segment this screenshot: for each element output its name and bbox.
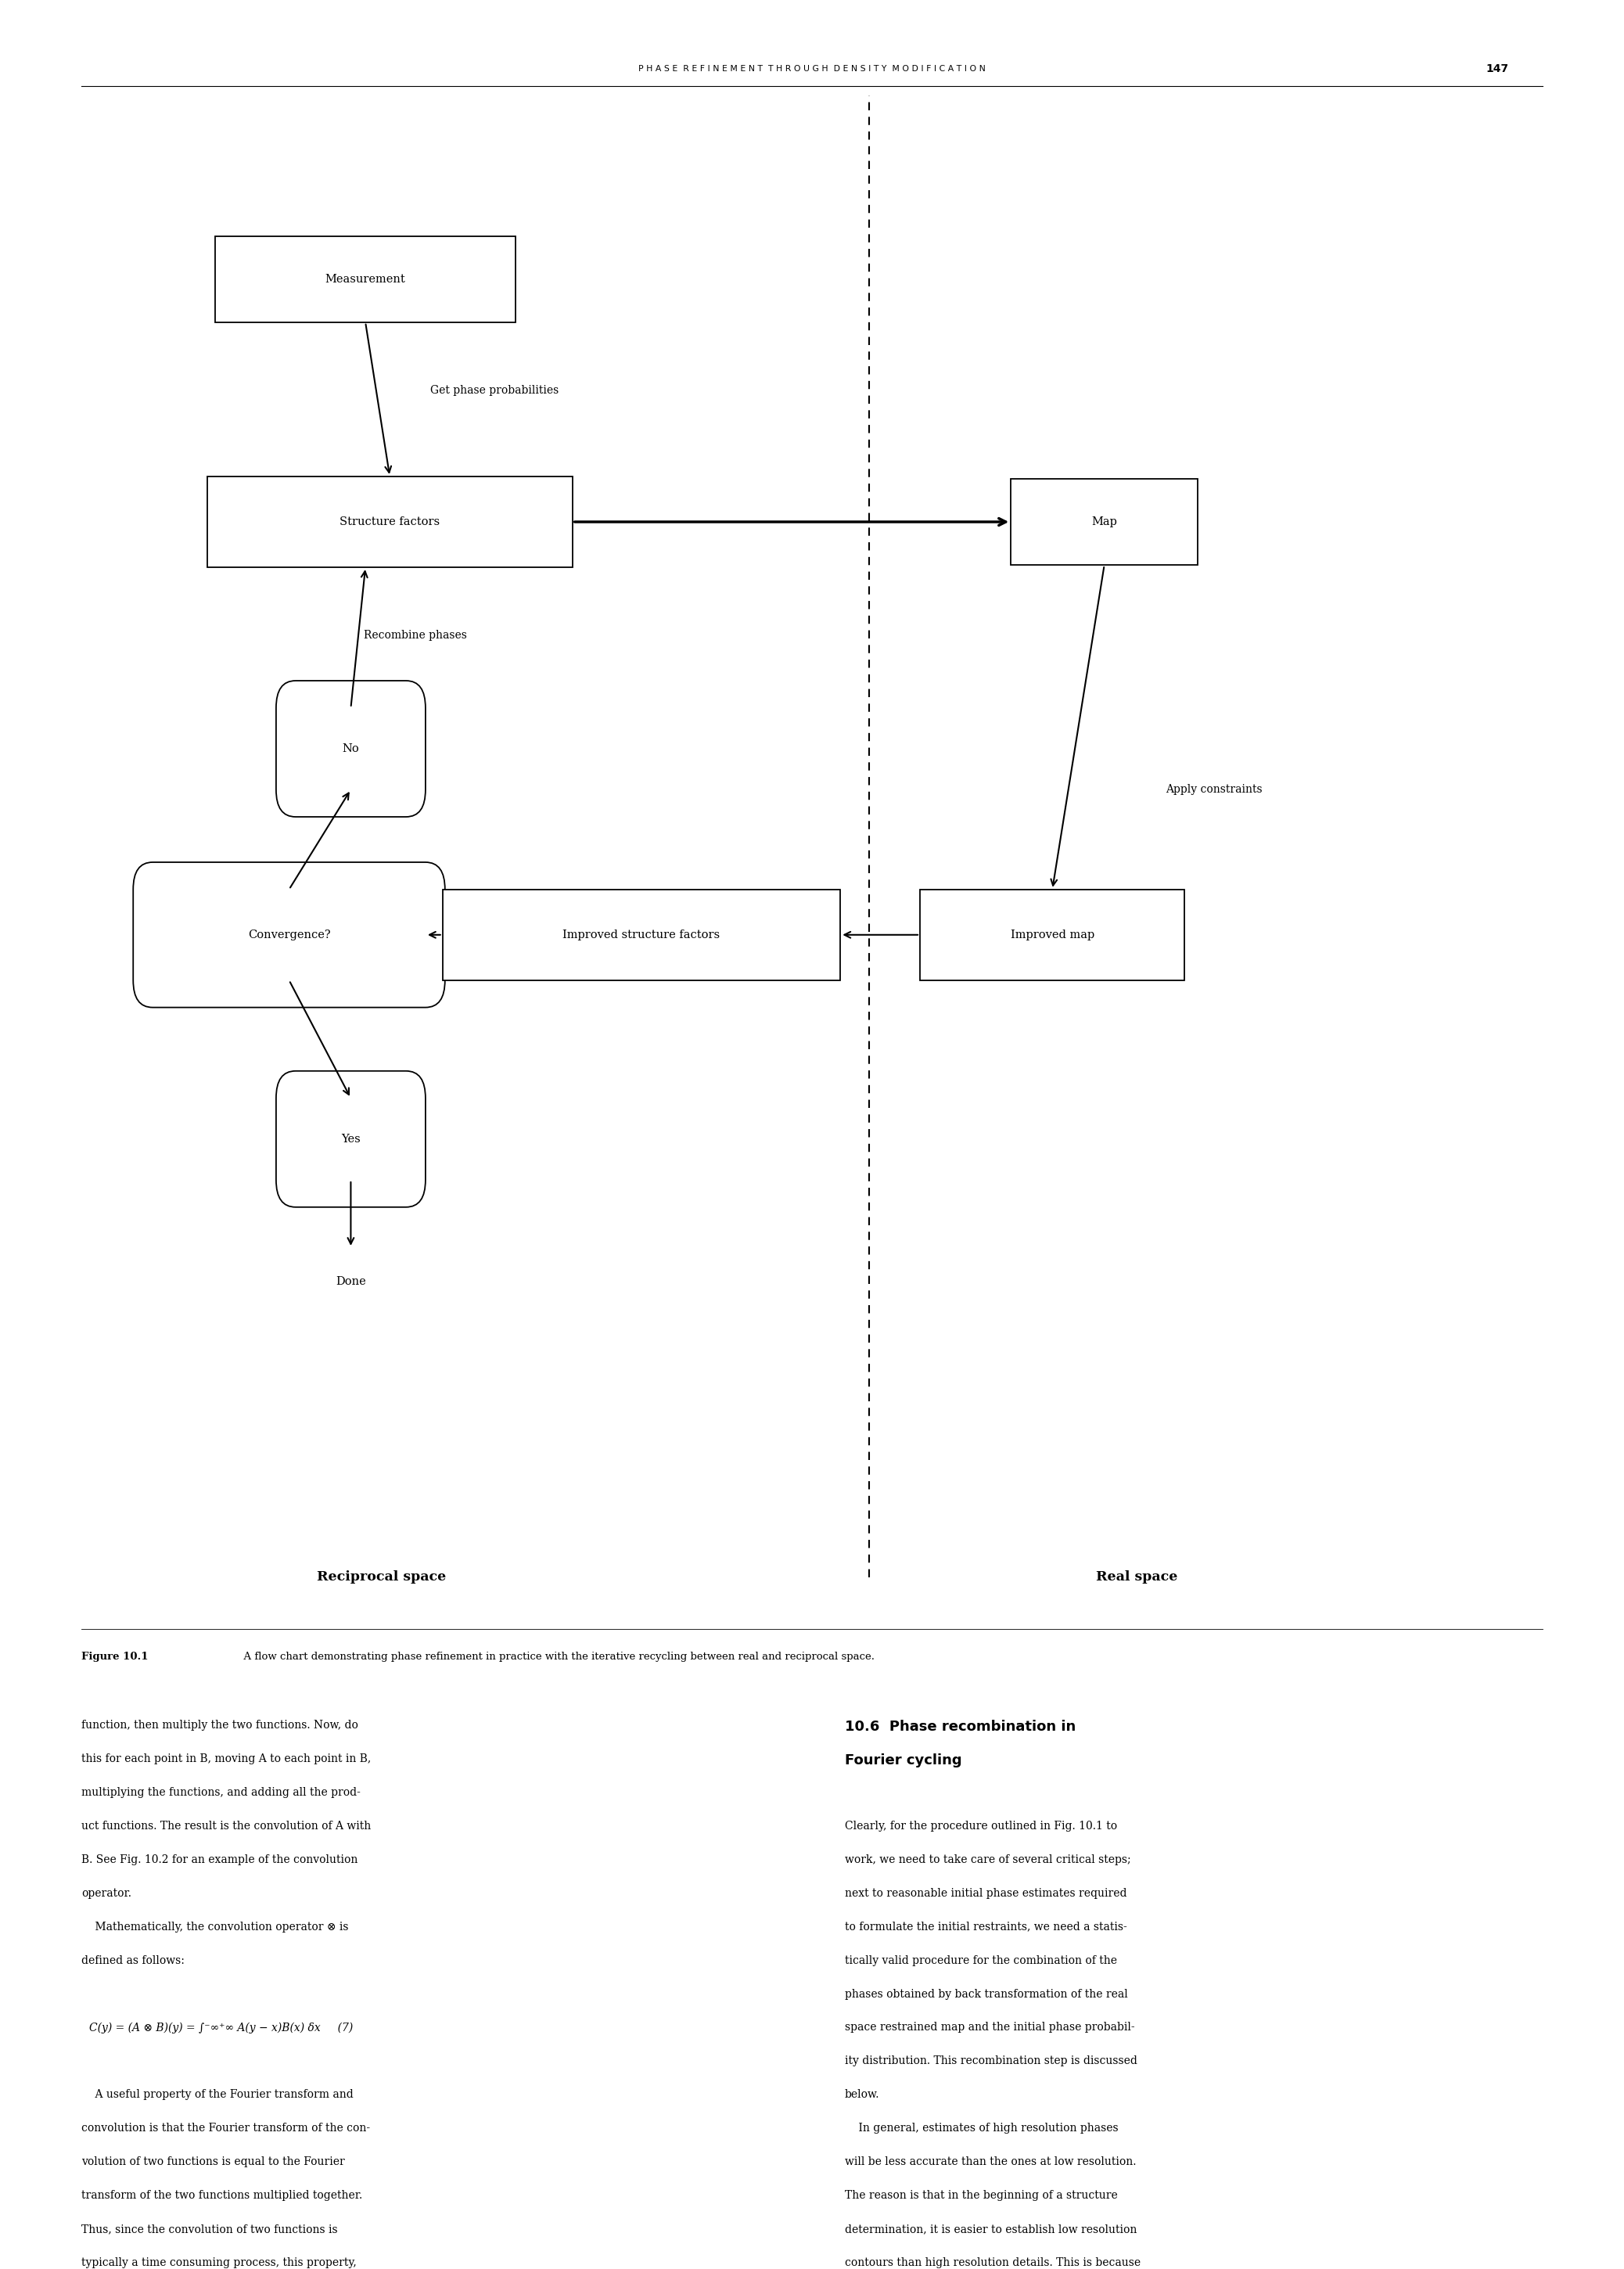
Text: The reason is that in the beginning of a structure: The reason is that in the beginning of a… bbox=[844, 2190, 1117, 2201]
Text: Structure factors: Structure factors bbox=[339, 517, 440, 526]
Text: this for each point in B, moving A to each point in B,: this for each point in B, moving A to ea… bbox=[81, 1754, 370, 1765]
Text: Convergence?: Convergence? bbox=[248, 930, 330, 939]
FancyBboxPatch shape bbox=[214, 236, 516, 322]
Text: tically valid procedure for the combination of the: tically valid procedure for the combinat… bbox=[844, 1956, 1117, 1965]
Text: Reciprocal space: Reciprocal space bbox=[317, 1570, 447, 1584]
Text: volution of two functions is equal to the Fourier: volution of two functions is equal to th… bbox=[81, 2156, 344, 2167]
Text: C(y) = (A ⊗ B)(y) = ∫⁻∞⁺∞ A(y − x)B(x) δx     (7): C(y) = (A ⊗ B)(y) = ∫⁻∞⁺∞ A(y − x)B(x) δ… bbox=[89, 2022, 352, 2033]
FancyBboxPatch shape bbox=[276, 681, 425, 817]
Text: next to reasonable initial phase estimates required: next to reasonable initial phase estimat… bbox=[844, 1888, 1127, 1899]
Text: Map: Map bbox=[1091, 517, 1117, 526]
Text: Get phase probabilities: Get phase probabilities bbox=[430, 386, 559, 395]
FancyBboxPatch shape bbox=[919, 889, 1186, 980]
Text: P H A S E  R E F I N E M E N T  T H R O U G H  D E N S I T Y  M O D I F I C A T : P H A S E R E F I N E M E N T T H R O U … bbox=[638, 66, 986, 73]
Text: contours than high resolution details. This is because: contours than high resolution details. T… bbox=[844, 2258, 1140, 2269]
Text: Improved structure factors: Improved structure factors bbox=[564, 930, 719, 939]
Text: Mathematically, the convolution operator ⊗ is: Mathematically, the convolution operator… bbox=[81, 1922, 348, 1933]
Text: 10.6  Phase recombination in: 10.6 Phase recombination in bbox=[844, 1720, 1075, 1734]
Text: uct functions. The result is the convolution of A with: uct functions. The result is the convolu… bbox=[81, 1820, 370, 1831]
Text: B. See Fig. 10.2 for an example of the convolution: B. See Fig. 10.2 for an example of the c… bbox=[81, 1854, 357, 1865]
Text: defined as follows:: defined as follows: bbox=[81, 1956, 185, 1965]
Text: A flow chart demonstrating phase refinement in practice with the iterative recyc: A flow chart demonstrating phase refinem… bbox=[237, 1652, 875, 1661]
FancyBboxPatch shape bbox=[133, 862, 445, 1007]
Text: 147: 147 bbox=[1486, 64, 1509, 75]
Text: phases obtained by back transformation of the real: phases obtained by back transformation o… bbox=[844, 1988, 1127, 1999]
Text: transform of the two functions multiplied together.: transform of the two functions multiplie… bbox=[81, 2190, 362, 2201]
Text: will be less accurate than the ones at low resolution.: will be less accurate than the ones at l… bbox=[844, 2156, 1135, 2167]
Text: determination, it is easier to establish low resolution: determination, it is easier to establish… bbox=[844, 2224, 1137, 2235]
FancyBboxPatch shape bbox=[208, 476, 573, 567]
FancyBboxPatch shape bbox=[276, 1071, 425, 1207]
Text: In general, estimates of high resolution phases: In general, estimates of high resolution… bbox=[844, 2124, 1117, 2133]
Text: A useful property of the Fourier transform and: A useful property of the Fourier transfo… bbox=[81, 2090, 354, 2101]
FancyBboxPatch shape bbox=[1010, 479, 1199, 565]
Text: Thus, since the convolution of two functions is: Thus, since the convolution of two funct… bbox=[81, 2224, 338, 2235]
Text: function, then multiply the two functions. Now, do: function, then multiply the two function… bbox=[81, 1720, 357, 1731]
Text: Real space: Real space bbox=[1096, 1570, 1177, 1584]
Text: Apply constraints: Apply constraints bbox=[1166, 785, 1263, 794]
Text: Figure 10.1: Figure 10.1 bbox=[81, 1652, 148, 1661]
Text: multiplying the functions, and adding all the prod-: multiplying the functions, and adding al… bbox=[81, 1788, 361, 1797]
Text: Fourier cycling: Fourier cycling bbox=[844, 1754, 961, 1768]
Text: Done: Done bbox=[336, 1277, 365, 1287]
Text: Yes: Yes bbox=[341, 1134, 361, 1144]
Text: below.: below. bbox=[844, 2090, 879, 2101]
FancyBboxPatch shape bbox=[442, 889, 841, 980]
Text: Measurement: Measurement bbox=[325, 275, 406, 284]
Text: Recombine phases: Recombine phases bbox=[364, 631, 468, 640]
Text: to formulate the initial restraints, we need a statis-: to formulate the initial restraints, we … bbox=[844, 1922, 1127, 1933]
Text: Clearly, for the procedure outlined in Fig. 10.1 to: Clearly, for the procedure outlined in F… bbox=[844, 1820, 1117, 1831]
Text: work, we need to take care of several critical steps;: work, we need to take care of several cr… bbox=[844, 1854, 1130, 1865]
Text: typically a time consuming process, this property,: typically a time consuming process, this… bbox=[81, 2258, 356, 2269]
Text: ity distribution. This recombination step is discussed: ity distribution. This recombination ste… bbox=[844, 2056, 1137, 2067]
Text: convolution is that the Fourier transform of the con-: convolution is that the Fourier transfor… bbox=[81, 2124, 370, 2133]
Text: No: No bbox=[343, 744, 359, 753]
Text: Improved map: Improved map bbox=[1010, 930, 1095, 939]
Text: space restrained map and the initial phase probabil-: space restrained map and the initial pha… bbox=[844, 2022, 1135, 2033]
Text: operator.: operator. bbox=[81, 1888, 132, 1899]
